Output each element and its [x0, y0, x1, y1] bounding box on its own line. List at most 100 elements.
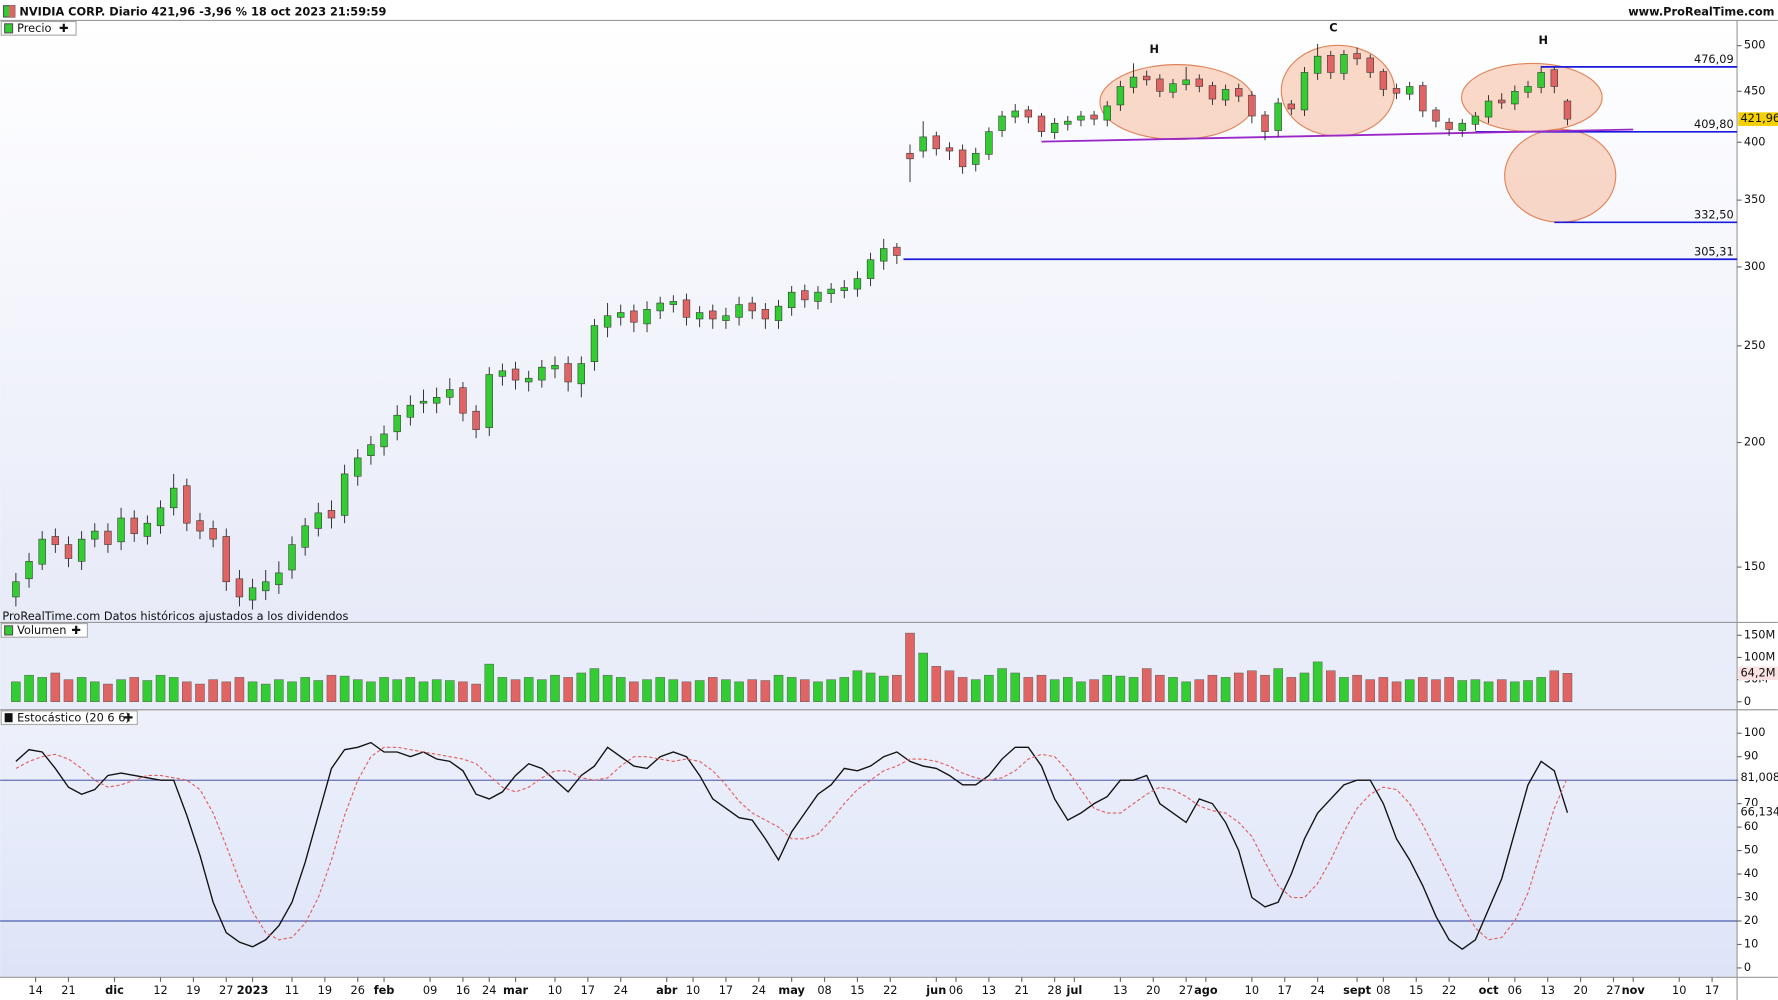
- header-title: NVIDIA CORP. Diario 421,96 -3,96 % 18 oc…: [19, 4, 386, 18]
- x-tick-label: 24: [1310, 983, 1324, 997]
- y-tick-label: 350: [1744, 192, 1766, 206]
- volume-bar: [287, 681, 297, 703]
- volume-bar: [918, 652, 928, 703]
- icon[interactable]: ✚: [72, 623, 82, 637]
- candle-body: [1471, 115, 1480, 125]
- y-tick-label: 100M: [1744, 649, 1775, 663]
- candle-body: [380, 433, 388, 448]
- candle-body: [722, 315, 730, 321]
- y-tick-label: 90: [1744, 749, 1758, 763]
- candle-body: [301, 525, 309, 548]
- volume-bar: [129, 677, 139, 703]
- stochastic-line: [15, 746, 1568, 941]
- candle-body: [1537, 72, 1545, 88]
- volume-bar: [1510, 681, 1520, 703]
- candle-body: [498, 370, 507, 377]
- candle-body: [972, 152, 980, 165]
- candle-body: [354, 457, 362, 477]
- x-tick-label: 10: [1672, 983, 1686, 997]
- volume-bar: [865, 672, 876, 703]
- candle-body: [248, 587, 257, 601]
- icon: [9, 5, 15, 18]
- marks: 150200250300350400450500476,09409,80332,…: [0, 20, 1778, 997]
- candle-body: [472, 410, 480, 430]
- pattern-region: [1280, 44, 1396, 137]
- y-tick-label: 150M: [1744, 627, 1775, 641]
- candle-body: [1090, 114, 1098, 120]
- candle-body: [1011, 110, 1019, 118]
- stochastic-panel: [0, 709, 1738, 978]
- volume-bar: [1457, 680, 1468, 703]
- candle-body: [695, 312, 704, 320]
- y-tick-label: 40: [1744, 866, 1758, 880]
- candle-body: [12, 581, 20, 598]
- candle-body: [1458, 122, 1466, 131]
- volume-bar: [1247, 670, 1257, 703]
- x-tick-label: sept: [1343, 983, 1372, 997]
- candle-body: [801, 290, 809, 301]
- volume-bar: [1036, 674, 1047, 703]
- candle-body: [853, 278, 862, 290]
- candle-body: [1340, 54, 1348, 74]
- x-tick-label: 28: [1047, 983, 1061, 997]
- volume-bar: [155, 674, 166, 703]
- candle-body: [880, 248, 888, 262]
- volume-bar: [1536, 677, 1546, 703]
- volume-bar: [50, 672, 61, 703]
- last-value-label: 66,134: [1740, 805, 1778, 819]
- volume-bar: [247, 681, 258, 703]
- candle-body: [235, 578, 244, 598]
- x-tick-label: 27: [1179, 983, 1193, 997]
- volume-bar: [878, 675, 889, 703]
- volume-bar: [405, 677, 416, 703]
- x-tick-label: nov: [1622, 983, 1646, 997]
- y-tick-label: 60: [1744, 819, 1758, 833]
- candle-body: [630, 310, 638, 323]
- candle-body: [314, 512, 322, 529]
- candle-body: [51, 536, 60, 545]
- y-tick-label: 200: [1744, 434, 1766, 448]
- volume-bar: [905, 632, 915, 703]
- candle-body: [1103, 105, 1111, 121]
- level-label: 409,80: [1694, 117, 1734, 131]
- candle-body: [209, 528, 217, 540]
- volume-bar: [1049, 679, 1060, 703]
- volume-bar: [24, 674, 34, 703]
- candle-body: [275, 572, 283, 586]
- x-tick-label: dic: [105, 983, 124, 997]
- volume-bar: [182, 681, 192, 703]
- candle-body: [932, 135, 940, 150]
- candle-body: [656, 302, 664, 312]
- volume-bar: [1155, 674, 1165, 703]
- panel-title-box: [0, 20, 77, 36]
- volume-bar: [168, 677, 179, 703]
- volume-bar: [747, 679, 757, 703]
- candle-body: [1274, 102, 1282, 131]
- volume-bar: [1312, 661, 1323, 703]
- volume-bar: [221, 681, 232, 703]
- candle-body: [117, 517, 125, 543]
- x-tick-label: 12: [153, 983, 167, 997]
- y-tick-label: 300: [1744, 259, 1766, 273]
- icon[interactable]: ✚: [59, 21, 68, 35]
- last-value-box: [1738, 770, 1778, 785]
- candle-body: [538, 366, 546, 381]
- last-volume-box: [1738, 666, 1778, 681]
- candle-body: [748, 302, 756, 312]
- volume-bar: [234, 677, 245, 703]
- candle-body: [340, 473, 349, 516]
- y-tick-label: 50: [1744, 843, 1758, 857]
- panel-title-box: [0, 710, 138, 726]
- candle-body: [893, 246, 901, 256]
- x-tick-label: abr: [656, 983, 678, 997]
- volume-bar: [418, 681, 429, 703]
- y-tick-label: 100: [1744, 725, 1766, 739]
- x-tick-label: 27: [1606, 983, 1620, 997]
- candle-body: [774, 305, 783, 321]
- volume-bar: [1286, 677, 1297, 703]
- candle-body: [1221, 89, 1230, 101]
- candle-body: [1129, 76, 1138, 88]
- x-tick-label: 17: [1705, 983, 1719, 997]
- x-tick-label: 15: [850, 983, 864, 997]
- icon[interactable]: ✚: [124, 710, 134, 724]
